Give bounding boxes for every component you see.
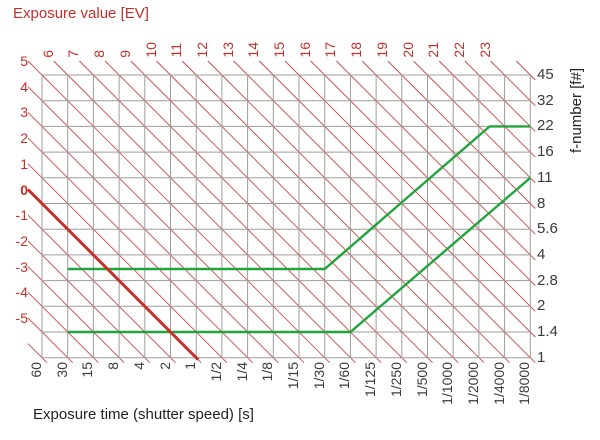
right-fnumber-tick: 4 bbox=[537, 245, 546, 263]
top-ev-tick: 10 bbox=[142, 42, 159, 58]
bottom-shutter-tick: 1/2000 bbox=[464, 362, 481, 405]
top-ev-tick: 7 bbox=[65, 50, 82, 58]
right-fnumber-tick: 11 bbox=[537, 168, 553, 186]
bottom-axis-title: Exposure time (shutter speed) [s] bbox=[33, 406, 254, 423]
bottom-shutter-tick: 8 bbox=[105, 362, 122, 370]
bottom-shutter-tick: 1/60 bbox=[336, 362, 353, 390]
top-ev-tick: 12 bbox=[193, 42, 210, 58]
bottom-shutter-tick: 1/500 bbox=[413, 362, 430, 398]
top-ev-tick: 13 bbox=[219, 42, 236, 58]
left-ev-tick: -4 bbox=[15, 284, 28, 301]
right-fnumber-tick: 2 bbox=[537, 297, 546, 315]
top-ev-tick: 15 bbox=[271, 42, 287, 58]
left-ev-tick: 5 bbox=[20, 53, 28, 69]
left-ev-tick: 3 bbox=[20, 104, 28, 121]
right-fnumber-tick: 1.4 bbox=[537, 323, 558, 340]
bottom-shutter-tick: 4 bbox=[130, 362, 147, 370]
right-fnumber-tick: 22 bbox=[537, 117, 554, 135]
right-fnumber-tick: 2.8 bbox=[537, 271, 558, 289]
lower-green-line bbox=[67, 176, 532, 334]
top-ev-tick: 8 bbox=[91, 50, 108, 58]
top-ev-tick: 6 bbox=[39, 50, 56, 58]
bottom-shutter-tick: 1/4 bbox=[233, 362, 250, 382]
bottom-shutter-tick: 1/30 bbox=[310, 362, 327, 390]
left-ev-tick: 1 bbox=[20, 155, 28, 172]
right-fnumber-tick: 5.6 bbox=[537, 220, 558, 238]
bottom-shutter-tick: 2 bbox=[156, 362, 173, 370]
top-ev-tick: 17 bbox=[322, 42, 339, 58]
left-ev-tick: 4 bbox=[20, 78, 28, 95]
bottom-shutter-tick: 1/15 bbox=[285, 362, 301, 390]
top-ev-tick: 23 bbox=[476, 42, 493, 58]
right-fnumber-tick: 1 bbox=[537, 348, 546, 366]
top-ev-tick: 16 bbox=[296, 42, 313, 58]
top-ev-tick: 21 bbox=[425, 42, 442, 58]
top-ev-tick: 22 bbox=[450, 42, 467, 58]
bottom-shutter-tick: 60 bbox=[28, 362, 44, 378]
top-ev-tick: 18 bbox=[348, 42, 365, 58]
bottom-shutter-tick: 1/8000 bbox=[516, 362, 533, 405]
bottom-shutter-tick: 30 bbox=[53, 362, 70, 378]
bottom-shutter-tick: 15 bbox=[79, 362, 96, 378]
right-fnumber-tick: 32 bbox=[537, 91, 554, 109]
right-fnumber-tick: 16 bbox=[537, 143, 554, 161]
bottom-shutter-tick: 1/1000 bbox=[439, 362, 456, 405]
bottom-shutter-tick: 1/2 bbox=[207, 362, 224, 382]
top-ev-tick: 19 bbox=[373, 42, 390, 58]
left-ev-tick: -3 bbox=[15, 258, 28, 275]
right-fnumber-tick: 8 bbox=[537, 194, 546, 212]
top-ev-tick: 20 bbox=[399, 42, 416, 58]
bottom-shutter-tick: 1/8 bbox=[259, 362, 276, 382]
top-ev-tick: 11 bbox=[168, 43, 185, 58]
right-fnumber-tick: 45 bbox=[537, 66, 554, 83]
left-ev-tick: -1 bbox=[15, 207, 28, 224]
top-ev-tick: 9 bbox=[116, 50, 133, 58]
bottom-shutter-tick: 1/250 bbox=[387, 362, 404, 398]
left-ev-tick: -2 bbox=[15, 232, 28, 249]
top-ev-tick: 14 bbox=[245, 42, 262, 58]
left-ev-tick: 0 bbox=[20, 181, 28, 198]
bottom-shutter-tick: 1/125 bbox=[362, 362, 379, 398]
bottom-shutter-tick: 1 bbox=[182, 362, 199, 370]
left-ev-tick: 2 bbox=[20, 130, 28, 147]
chart-title: Exposure value [EV] bbox=[13, 5, 149, 22]
upper-green-line bbox=[67, 125, 531, 271]
right-axis-title: f-number [f#] bbox=[568, 68, 585, 154]
bottom-shutter-tick: 1/4000 bbox=[490, 362, 507, 405]
left-ev-tick: -5 bbox=[15, 310, 28, 326]
